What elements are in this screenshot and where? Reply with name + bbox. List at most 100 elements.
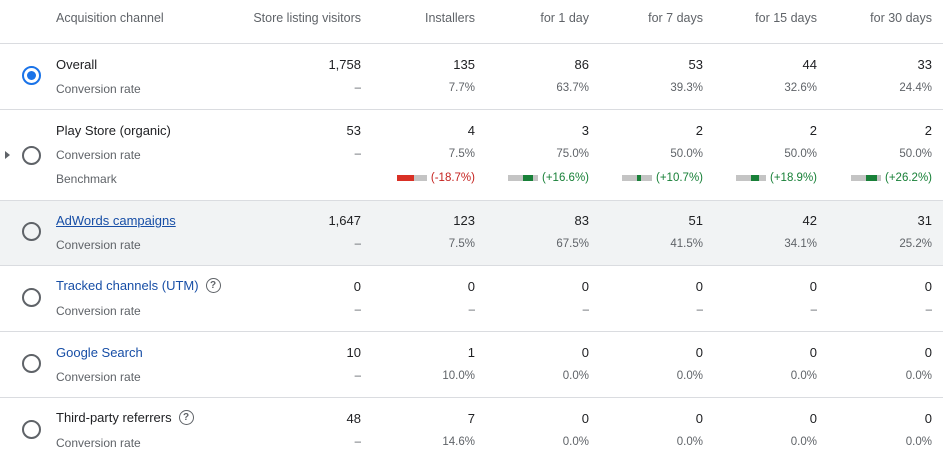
cell-rate-installers: 7.5% bbox=[448, 238, 475, 250]
radio-icon[interactable] bbox=[22, 288, 41, 307]
row-name: Play Store (organic) bbox=[56, 123, 171, 138]
col-header-7days[interactable]: for 7 days bbox=[648, 11, 703, 25]
cell-rate-30days: 50.0% bbox=[899, 148, 932, 160]
help-icon[interactable]: ? bbox=[205, 278, 221, 293]
col-header-1day[interactable]: for 1 day bbox=[540, 11, 589, 25]
cell-installers: 7 bbox=[467, 411, 475, 426]
radio-icon[interactable] bbox=[22, 146, 41, 165]
table-row-play-store-organic[interactable]: Play Store (organic) Conversion rate Ben… bbox=[0, 110, 943, 201]
cell-rate-7days: – bbox=[696, 304, 703, 316]
cell-15days: 2 bbox=[809, 123, 817, 138]
channel-link-adwords[interactable]: AdWords campaigns bbox=[56, 213, 176, 228]
cell-7days: 0 bbox=[695, 345, 703, 360]
cell-7days: 2 bbox=[695, 123, 703, 138]
channel-label-third-party: Third-party referrers ? bbox=[56, 410, 194, 425]
cell-rate-15days: 0.0% bbox=[790, 370, 817, 382]
cell-rate-15days: 32.6% bbox=[784, 82, 817, 94]
benchmark-15days: (+18.9%) bbox=[736, 172, 817, 184]
benchmark-bar bbox=[622, 175, 653, 181]
benchmark-label: Benchmark bbox=[56, 172, 117, 186]
table-row-overall[interactable]: Overall Conversion rate 1,758 135 86 53 … bbox=[0, 44, 943, 110]
row-sub-label: Conversion rate bbox=[56, 436, 141, 450]
channel-link-tracked[interactable]: Tracked channels (UTM) ? bbox=[56, 278, 221, 293]
table-header: Acquisition channel Store listing visito… bbox=[0, 0, 943, 44]
table-row-tracked-channels[interactable]: Tracked channels (UTM) ? Conversion rate… bbox=[0, 266, 943, 332]
cell-installers: 1 bbox=[467, 345, 475, 360]
cell-rate-visitors: – bbox=[354, 304, 361, 316]
cell-30days: 0 bbox=[924, 345, 932, 360]
cell-1day: 83 bbox=[574, 213, 589, 228]
cell-rate-15days: 34.1% bbox=[784, 238, 817, 250]
cell-15days: 0 bbox=[809, 345, 817, 360]
cell-30days: 0 bbox=[924, 411, 932, 426]
cell-rate-1day: 67.5% bbox=[556, 238, 589, 250]
benchmark-delta: (+26.2%) bbox=[885, 172, 932, 184]
row-sub-label: Conversion rate bbox=[56, 238, 141, 252]
cell-installers: 123 bbox=[453, 213, 475, 228]
cell-rate-visitors: – bbox=[354, 436, 361, 448]
cell-rate-30days: 25.2% bbox=[899, 238, 932, 250]
cell-rate-installers: – bbox=[468, 304, 475, 316]
benchmark-delta: (+16.6%) bbox=[542, 172, 589, 184]
cell-7days: 51 bbox=[688, 213, 703, 228]
cell-rate-30days: 0.0% bbox=[905, 370, 932, 382]
cell-rate-15days: 50.0% bbox=[784, 148, 817, 160]
cell-1day: 3 bbox=[581, 123, 589, 138]
benchmark-30days: (+26.2%) bbox=[851, 172, 932, 184]
cell-visitors: 10 bbox=[346, 345, 361, 360]
cell-rate-installers: 7.5% bbox=[448, 148, 475, 160]
cell-1day: 0 bbox=[581, 345, 589, 360]
cell-rate-15days: – bbox=[810, 304, 817, 316]
benchmark-bar bbox=[508, 175, 539, 181]
cell-installers: 4 bbox=[467, 123, 475, 138]
radio-icon[interactable] bbox=[22, 354, 41, 373]
cell-rate-7days: 39.3% bbox=[670, 82, 703, 94]
radio-icon[interactable] bbox=[22, 420, 41, 439]
cell-1day: 86 bbox=[574, 57, 589, 72]
cell-30days: 33 bbox=[917, 57, 932, 72]
cell-7days: 0 bbox=[695, 411, 703, 426]
row-name: Third-party referrers bbox=[56, 410, 172, 425]
cell-15days: 0 bbox=[809, 411, 817, 426]
cell-1day: 0 bbox=[581, 411, 589, 426]
col-header-15days[interactable]: for 15 days bbox=[755, 11, 817, 25]
cell-15days: 0 bbox=[809, 279, 817, 294]
row-sub-label: Conversion rate bbox=[56, 82, 141, 96]
radio-selected-icon[interactable] bbox=[22, 66, 41, 85]
row-name: Overall bbox=[56, 57, 98, 72]
benchmark-7days: (+10.7%) bbox=[622, 172, 703, 184]
expand-arrow-icon[interactable] bbox=[5, 151, 10, 159]
benchmark-1day: (+16.6%) bbox=[508, 172, 589, 184]
radio-icon[interactable] bbox=[22, 222, 41, 241]
cell-installers: 0 bbox=[467, 279, 475, 294]
cell-visitors: 0 bbox=[353, 279, 361, 294]
col-header-30days[interactable]: for 30 days bbox=[870, 11, 932, 25]
cell-rate-15days: 0.0% bbox=[790, 436, 817, 448]
cell-rate-1day: – bbox=[582, 304, 589, 316]
table-row-adwords-campaigns[interactable]: AdWords campaigns Conversion rate 1,647 … bbox=[0, 201, 943, 266]
cell-rate-1day: 0.0% bbox=[562, 370, 589, 382]
cell-rate-visitors: – bbox=[354, 370, 361, 382]
help-icon[interactable]: ? bbox=[178, 410, 194, 425]
benchmark-bar bbox=[736, 175, 767, 181]
row-name[interactable]: Tracked channels (UTM) bbox=[56, 278, 199, 293]
cell-15days: 42 bbox=[802, 213, 817, 228]
table-row-third-party-referrers[interactable]: Third-party referrers ? Conversion rate … bbox=[0, 398, 943, 461]
cell-rate-installers: 7.7% bbox=[448, 82, 475, 94]
col-header-channel[interactable]: Acquisition channel bbox=[56, 11, 164, 25]
cell-rate-1day: 75.0% bbox=[556, 148, 589, 160]
row-sub-label: Conversion rate bbox=[56, 370, 141, 384]
cell-30days: 31 bbox=[917, 213, 932, 228]
cell-30days: 2 bbox=[924, 123, 932, 138]
col-header-installers[interactable]: Installers bbox=[424, 11, 475, 25]
table-row-google-search[interactable]: Google Search Conversion rate 10 1 0 0 0… bbox=[0, 332, 943, 398]
benchmark-delta: (-18.7%) bbox=[430, 172, 475, 184]
cell-visitors: 1,758 bbox=[328, 57, 361, 72]
cell-rate-visitors: – bbox=[354, 238, 361, 250]
cell-rate-30days: 24.4% bbox=[899, 82, 932, 94]
channel-link-google-search[interactable]: Google Search bbox=[56, 345, 143, 360]
cell-rate-visitors: – bbox=[354, 82, 361, 94]
col-header-visitors[interactable]: Store listing visitors bbox=[253, 11, 361, 25]
cell-visitors: 1,647 bbox=[328, 213, 361, 228]
